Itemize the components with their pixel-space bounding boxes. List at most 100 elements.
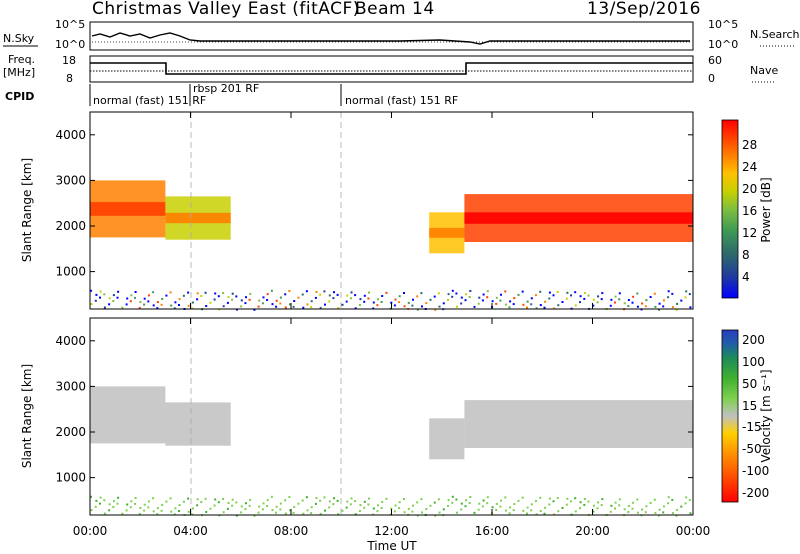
velocity-clutter-dot <box>103 499 106 502</box>
velocity-clutter-dot <box>512 509 515 512</box>
power-clutter-dot <box>314 296 317 299</box>
velocity-clutter-dot <box>293 506 296 508</box>
power-clutter-dot <box>416 308 419 311</box>
power-clutter-dot <box>676 302 679 305</box>
velocity-clutter-dot <box>411 510 414 513</box>
power-clutter-dot <box>658 308 660 311</box>
power-clutter-dot <box>425 302 428 305</box>
velocity-clutter-dot <box>129 506 132 509</box>
velocity-ytick-label: 2000 <box>55 425 86 439</box>
power-clutter-dot <box>486 290 489 293</box>
power-clutter-dot <box>680 299 683 302</box>
power-clutter-dot <box>301 293 304 296</box>
power-clutter-dot <box>129 300 132 303</box>
power-clutter-dot <box>504 290 507 293</box>
velocity-clutter-dot <box>465 499 468 502</box>
power-clutter-dot <box>270 289 273 292</box>
power-clutter-dot <box>473 305 476 308</box>
velocity-clutter-dot <box>174 507 177 510</box>
velocity-clutter-dot <box>526 506 529 509</box>
velocity-clutter-dot <box>345 506 348 509</box>
velocity-clutter-dot <box>627 511 630 513</box>
power-clutter-dot <box>557 304 560 307</box>
power-clutter-dot <box>456 305 458 308</box>
velocity-clutter-dot <box>601 498 604 501</box>
power-clutter-dot <box>376 304 379 307</box>
power-clutter-dot <box>587 294 590 297</box>
velocity-clutter-dot <box>548 503 551 506</box>
power-clutter-dot <box>261 302 264 305</box>
velocity-clutter-dot <box>442 508 445 511</box>
velocity-clutter-dot <box>460 508 463 511</box>
power-clutter-dot <box>196 298 199 301</box>
velocity-clutter-dot <box>583 498 586 500</box>
velocity-clutter-dot <box>231 498 234 501</box>
velocity-clutter-dot <box>570 500 572 503</box>
velocity-clutter-dot <box>288 496 291 498</box>
power-clutter-dot <box>468 296 471 298</box>
velocity-clutter-dot <box>226 507 229 510</box>
velocity-clutter-dot <box>249 498 252 501</box>
velocity-clutter-dot <box>169 497 172 500</box>
power-clutter-dot <box>412 298 414 301</box>
velocity-clutter-dot <box>377 504 379 507</box>
power-clutter-dot <box>455 292 458 295</box>
vel-cb-tick-50: 50 <box>742 377 757 391</box>
velocity-clutter-dot <box>482 499 485 502</box>
power-clutter-dot <box>346 294 349 297</box>
velocity-clutter-dot <box>548 497 551 500</box>
power-clutter-dot <box>156 307 159 310</box>
velocity-clutter-dot <box>667 502 670 505</box>
velocity-clutter-dot <box>196 504 199 507</box>
velocity-clutter-dot <box>561 507 564 509</box>
power-clutter-dot <box>305 290 308 293</box>
freq-unit: [MHz] <box>3 66 35 79</box>
velocity-clutter-dot <box>152 497 155 500</box>
velocity-clutter-dot <box>394 504 397 507</box>
power-clutter-dot <box>526 306 528 309</box>
power-clutter-dot <box>645 299 648 302</box>
power-clutter-dot <box>279 296 282 299</box>
power-clutter-dot <box>398 301 401 304</box>
velocity-clutter-dot <box>468 502 471 504</box>
power-clutter-dot <box>535 307 538 310</box>
power-clutter-dot <box>244 302 247 305</box>
power-ytick-label: 4000 <box>55 128 86 142</box>
velocity-clutter-dot <box>649 502 652 504</box>
power-clutter-dot <box>359 298 362 301</box>
power-clutter-dot <box>477 302 480 305</box>
power-clutter-dot <box>341 303 344 306</box>
power-clutter-dot <box>258 299 261 302</box>
power-clutter-dot <box>328 300 331 303</box>
power-clutter-dot <box>486 296 489 299</box>
power-region-4 <box>464 194 693 242</box>
velocity-clutter-dot <box>592 504 595 507</box>
velocity-clutter-dot <box>574 510 577 513</box>
velocity-clutter-dot <box>358 510 361 512</box>
velocity-clutter-dot <box>90 495 92 498</box>
velocity-clutter-dot <box>407 507 410 510</box>
velocity-clutter-dot <box>209 507 212 510</box>
power-clutter-dot <box>160 303 163 306</box>
power-region-core <box>429 227 465 238</box>
velocity-clutter-dot <box>227 502 230 504</box>
velocity-clutter-dot <box>486 496 489 499</box>
velocity-clutter-dot <box>587 500 590 503</box>
power-clutter-dot <box>147 300 150 303</box>
power-clutter-dot <box>583 292 586 294</box>
velocity-clutter-dot <box>187 510 190 513</box>
velocity-clutter-dot <box>623 508 626 511</box>
power-cb-label: Power [dB] <box>759 177 773 242</box>
power-clutter-dot <box>416 295 419 298</box>
power-clutter-dot <box>117 290 120 293</box>
velocity-clutter-dot <box>147 500 150 503</box>
velocity-clutter-dot <box>398 501 401 504</box>
velocity-clutter-dot <box>557 510 560 513</box>
power-clutter-dot <box>161 297 164 300</box>
velocity-clutter-dot <box>579 501 582 504</box>
velocity-clutter-dot <box>420 498 423 501</box>
velocity-clutter-dot <box>99 496 102 499</box>
power-clutter-dot <box>235 308 238 311</box>
power-clutter-dot <box>231 298 234 301</box>
power-clutter-dot <box>600 298 603 301</box>
